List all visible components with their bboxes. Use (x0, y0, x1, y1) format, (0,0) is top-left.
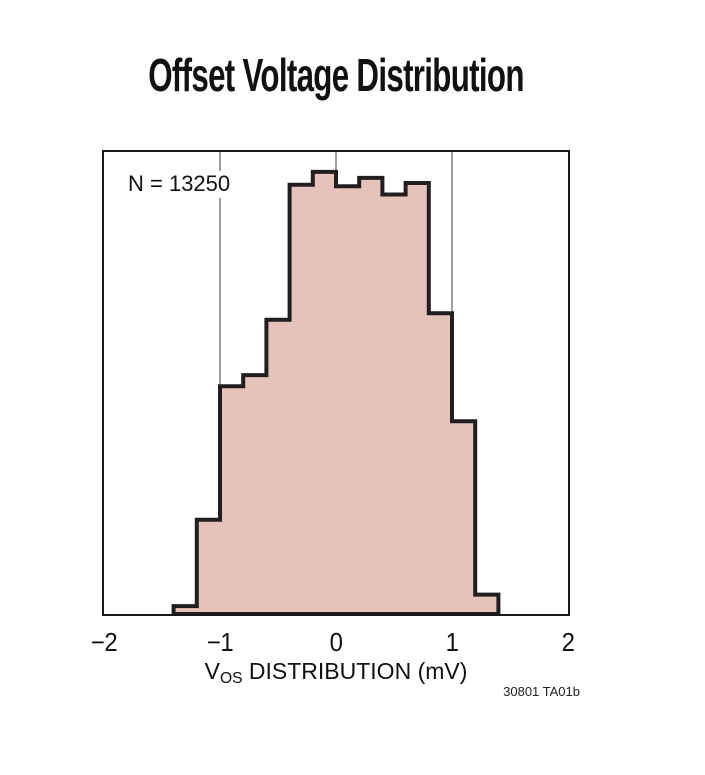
x-axis-tick-labels: −2 −1 0 1 2 (0, 627, 705, 659)
chart-title: Offset Voltage Distribution (148, 49, 524, 101)
x-axis-label-text: DISTRIBUTION (mV) (242, 658, 468, 684)
x-axis-label-symbol: V (204, 658, 220, 684)
plot-area: N = 13250 (102, 150, 570, 616)
x-tick-label: 1 (445, 627, 459, 657)
figure-number-footnote: 30801 TA01b (503, 684, 580, 699)
sample-count-annotation: N = 13250 (128, 171, 235, 199)
x-tick-label: 2 (561, 627, 575, 657)
x-tick-label: −2 (90, 627, 118, 657)
x-axis-label: VOS DISTRIBUTION (mV) (0, 658, 672, 688)
histogram-svg (171, 152, 501, 614)
x-tick-label: 0 (329, 627, 343, 657)
x-axis-label-subscript: OS (219, 669, 243, 687)
histogram-polygon (171, 169, 501, 614)
x-tick-label: −1 (206, 627, 234, 657)
